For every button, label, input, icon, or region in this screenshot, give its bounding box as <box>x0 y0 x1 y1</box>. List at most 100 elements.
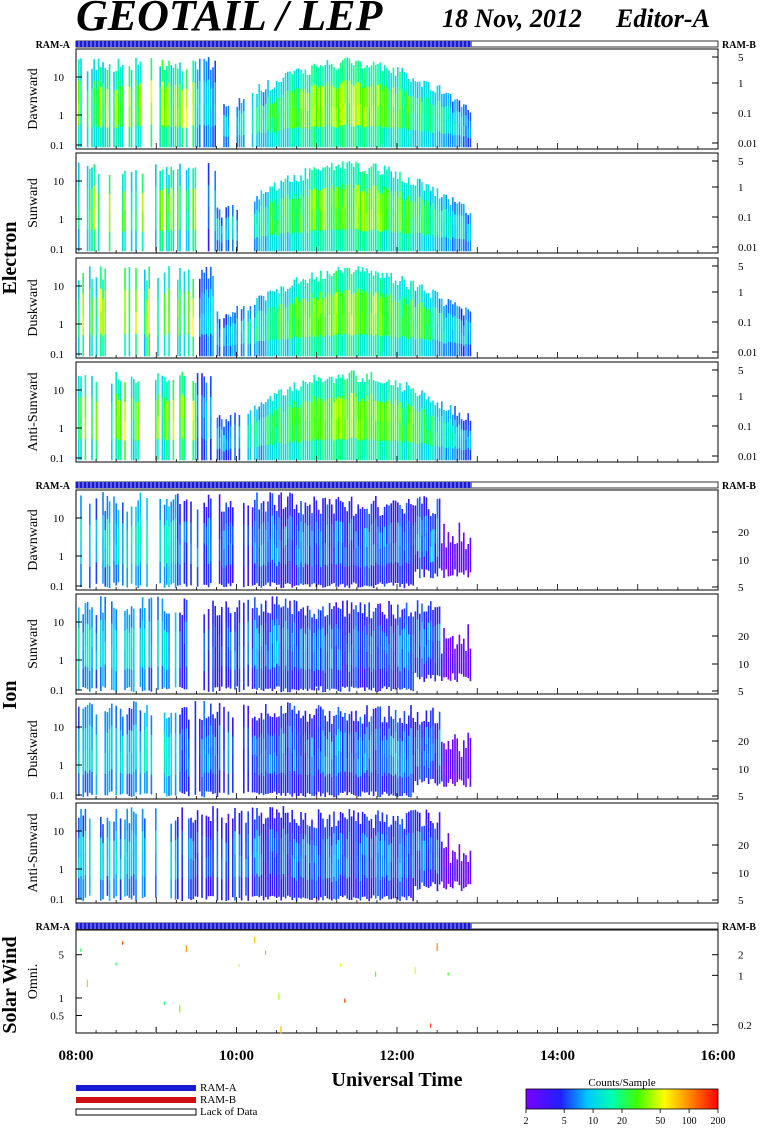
data-strip <box>190 879 192 901</box>
data-strip <box>170 879 172 899</box>
data-strip <box>78 729 80 752</box>
data-strip <box>333 548 335 566</box>
data-strip <box>458 226 461 239</box>
data-strip <box>144 669 146 691</box>
data-strip <box>265 511 267 530</box>
data-strip <box>295 667 298 691</box>
data-strip <box>331 563 333 584</box>
data-strip <box>368 168 370 190</box>
data-strip <box>216 344 219 357</box>
data-strip <box>240 877 243 901</box>
data-strip <box>427 640 430 658</box>
data-strip <box>256 196 258 211</box>
data-strip <box>170 733 172 755</box>
data-strip <box>359 82 362 105</box>
data-strip <box>216 207 219 219</box>
data-strip <box>436 641 439 659</box>
data-strip <box>227 217 230 229</box>
data-strip <box>113 90 115 110</box>
data-strip <box>157 316 159 337</box>
data-strip <box>408 130 410 148</box>
data-strip <box>348 394 351 417</box>
data-strip <box>350 496 353 519</box>
data-strip <box>260 205 263 221</box>
data-strip <box>102 62 104 84</box>
data-strip <box>410 217 412 235</box>
data-strip <box>181 393 183 417</box>
data-strip <box>291 199 293 217</box>
data-strip <box>300 628 302 649</box>
data-strip <box>295 754 298 776</box>
data-strip <box>280 607 282 629</box>
data-strip <box>130 439 133 461</box>
data-strip <box>135 769 137 793</box>
data-strip <box>335 208 337 231</box>
data-strip <box>416 232 419 252</box>
data-strip <box>368 602 370 625</box>
data-strip <box>372 315 375 337</box>
data-strip <box>309 440 311 461</box>
data-strip <box>425 308 428 325</box>
data-strip <box>339 439 342 461</box>
data-strip <box>218 703 221 726</box>
data-strip <box>342 60 344 83</box>
data-strip <box>100 333 102 357</box>
data-strip <box>269 218 271 236</box>
data-strip <box>447 648 450 660</box>
data-strip <box>269 669 271 689</box>
data-strip <box>267 444 269 461</box>
data-strip <box>460 344 463 357</box>
data-strip <box>104 68 106 89</box>
data-strip <box>265 221 267 237</box>
data-strip <box>267 429 269 446</box>
data-strip <box>379 774 381 798</box>
data-strip <box>458 214 461 227</box>
data-strip <box>458 751 461 759</box>
data-strip <box>291 493 293 518</box>
data-strip <box>425 661 428 679</box>
data-strip <box>357 382 359 402</box>
data-strip <box>194 82 197 105</box>
data-strip <box>403 128 406 148</box>
data-strip <box>139 82 142 105</box>
data-strip <box>282 338 285 357</box>
data-strip <box>377 420 379 441</box>
data-strip <box>460 643 463 652</box>
data-strip <box>339 398 342 420</box>
data-strip <box>399 671 401 690</box>
data-strip <box>212 668 214 692</box>
data-strip <box>243 624 245 647</box>
data-strip <box>247 621 249 644</box>
data-strip <box>216 831 219 855</box>
data-strip <box>359 125 362 148</box>
data-strip <box>91 317 93 338</box>
data-strip <box>265 857 267 878</box>
data-strip <box>331 759 333 778</box>
data-strip <box>425 644 428 662</box>
data-strip <box>401 276 403 297</box>
data-strip <box>388 70 390 90</box>
data-strip <box>262 341 265 357</box>
data-strip <box>397 285 399 303</box>
data-strip <box>326 756 329 775</box>
data-strip <box>161 666 164 689</box>
data-strip <box>278 625 280 646</box>
data-strip <box>95 316 98 337</box>
data-strip <box>309 668 311 689</box>
data-strip <box>313 438 315 461</box>
data-strip <box>205 82 208 105</box>
data-strip <box>284 545 287 565</box>
data-strip <box>410 670 412 691</box>
data-strip <box>95 562 98 584</box>
data-strip <box>150 124 153 148</box>
data-strip <box>174 494 177 519</box>
data-strip <box>390 755 392 775</box>
data-strip <box>106 496 109 519</box>
data-strip <box>271 415 274 431</box>
data-strip <box>80 495 82 519</box>
data-strip <box>236 343 238 357</box>
data-strip <box>357 545 359 567</box>
data-strip <box>188 312 190 335</box>
data-strip <box>445 317 447 331</box>
